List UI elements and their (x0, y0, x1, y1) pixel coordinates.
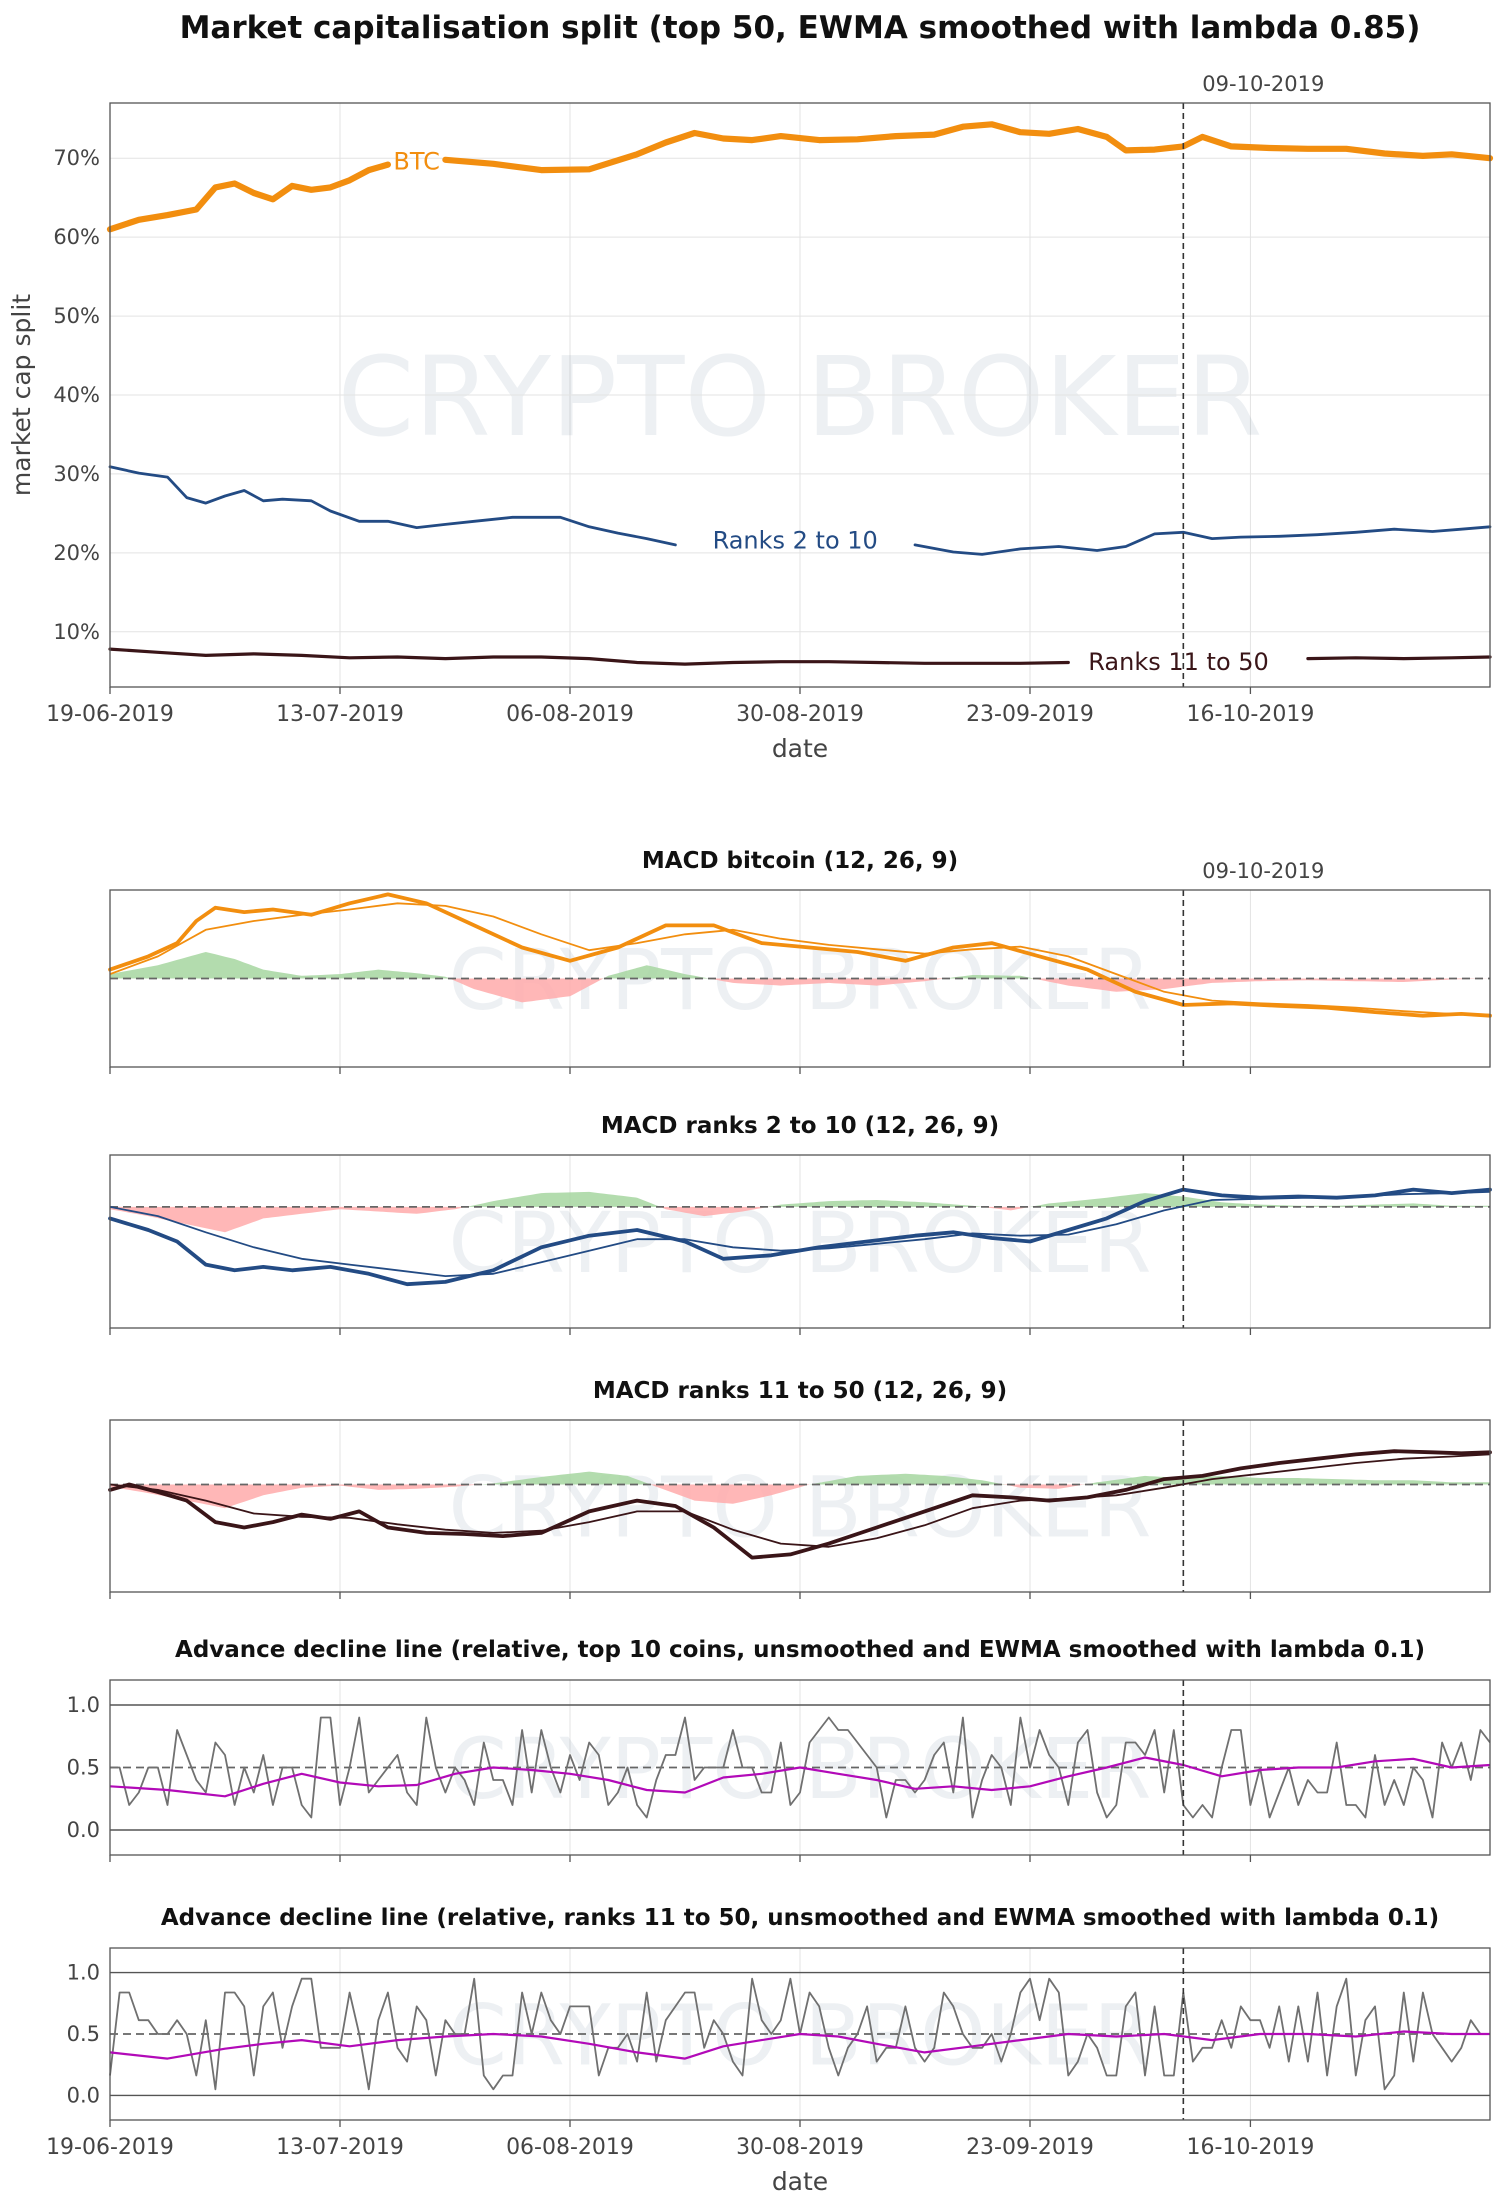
series-macd-2-10-histogram-negative (110, 1206, 1490, 1233)
macd-11-50-panel: MACD ranks 11 to 50 (12, 26, 9) CRYPTO BR… (108, 1378, 1492, 1599)
ad-top10-ytick-label-0: 0.0 (67, 1818, 100, 1842)
ad-11-50-xtick-label-1: 13-07-2019 (276, 2135, 404, 2160)
series-ad-11-50-smoothed (109, 2030, 1490, 2060)
split-ylabel: market cap split (7, 294, 36, 496)
series-ad-top10-unsmoothed (110, 1716, 1491, 1819)
series-macd-2-10-macd (108, 1187, 1492, 1287)
series-split-0-line-0 (106, 161, 391, 233)
split-xtick-label-4: 23-09-2019 (966, 702, 1094, 727)
split-xtick-label-1: 13-07-2019 (276, 702, 404, 727)
split-xtick-label-0: 19-06-2019 (46, 702, 174, 727)
split-ytick-label-3: 40% (53, 383, 100, 407)
ad-top10-ytick-label-1: 0.5 (67, 1756, 100, 1780)
series-macd-11-50-macd (108, 1449, 1492, 1560)
series-split-1-line-0 (108, 465, 677, 547)
split-ytick-label-6: 70% (53, 146, 100, 170)
macd-11-50-title: MACD ranks 11 to 50 (12, 26, 9) (593, 1378, 1007, 1404)
macd-2-10-panel: MACD ranks 2 to 10 (12, 26, 9)CRYPTO BRO… (108, 1113, 1492, 1335)
ad-top10-watermark: CRYPTO BROKER (449, 1720, 1152, 1818)
macd-btc-panel: MACD bitcoin (12, 26, 9)CRYPTO BROKER09-… (108, 848, 1492, 1074)
split-xtick-label-2: 06-08-2019 (506, 702, 634, 727)
split-xtick-label-3: 30-08-2019 (736, 702, 864, 727)
series-split-0-line-1 (442, 121, 1494, 174)
split-xlabel: date (772, 734, 828, 763)
ad-11-50-xlabel: date (772, 2167, 828, 2196)
ad-top10-panel: Advance decline line (relative, top 10 c… (67, 1637, 1491, 1862)
ad-11-50-xtick-label-2: 06-08-2019 (506, 2135, 634, 2160)
ad-11-50-xtick-label-3: 30-08-2019 (736, 2135, 864, 2160)
split-ytick-label-0: 10% (53, 620, 100, 644)
series-label-split-0: BTC (393, 148, 439, 176)
split-title: Market capitalisation split (top 50, EWM… (180, 10, 1421, 46)
ad-11-50-xtick-label-0: 19-06-2019 (46, 2135, 174, 2160)
macd-11-50-watermark: CRYPTO BROKER (449, 1458, 1152, 1556)
series-macd-btc-histogram-positive (110, 952, 1490, 979)
ad-11-50-xtick-label-5: 16-10-2019 (1186, 2135, 1314, 2160)
split-xtick-label-5: 16-10-2019 (1186, 702, 1314, 727)
split-ytick-label-1: 20% (53, 541, 100, 565)
split-ytick-label-2: 30% (53, 462, 100, 486)
series-macd-11-50-histogram-positive (110, 1471, 1490, 1485)
split-ytick-label-4: 50% (53, 304, 100, 328)
ad-11-50-watermark: CRYPTO BROKER (449, 1986, 1152, 2084)
ad-11-50-xtick-label-4: 23-09-2019 (966, 2135, 1094, 2160)
split-ytick-label-5: 60% (53, 225, 100, 249)
macd-btc-title: MACD bitcoin (12, 26, 9) (642, 848, 958, 874)
ad-11-50-ytick-label-0: 0.0 (67, 2083, 100, 2107)
series-split-1-line-1 (913, 525, 1492, 556)
ad-top10-ytick-label-2: 1.0 (67, 1693, 100, 1717)
ad-11-50-panel: Advance decline line (relative, ranks 11… (46, 1905, 1491, 2196)
series-label-split-1: Ranks 2 to 10 (713, 527, 878, 555)
ad-11-50-ytick-label-1: 0.5 (67, 2022, 100, 2046)
series-split-2-line-1 (1306, 655, 1492, 661)
ad-11-50-title: Advance decline line (relative, ranks 11… (161, 1905, 1439, 1931)
series-macd-btc-macd (108, 892, 1492, 1018)
split-watermark: CRYPTO BROKER (337, 333, 1262, 461)
split-marker-label: 09-10-2019 (1202, 72, 1324, 96)
split-panel: Market capitalisation split (top 50, EWM… (7, 10, 1494, 763)
ad-11-50-ytick-label-2: 1.0 (67, 1961, 100, 1985)
series-label-split-2: Ranks 11 to 50 (1088, 648, 1269, 676)
macd-btc-marker-label: 09-10-2019 (1202, 859, 1324, 883)
series-ad-top10-smoothed (109, 1756, 1491, 1798)
series-split-2-line-0 (108, 647, 1070, 666)
series-macd-11-50-histogram-negative (110, 1484, 1490, 1509)
ad-top10-title: Advance decline line (relative, top 10 c… (175, 1637, 1425, 1663)
macd-2-10-title: MACD ranks 2 to 10 (12, 26, 9) (601, 1113, 999, 1139)
